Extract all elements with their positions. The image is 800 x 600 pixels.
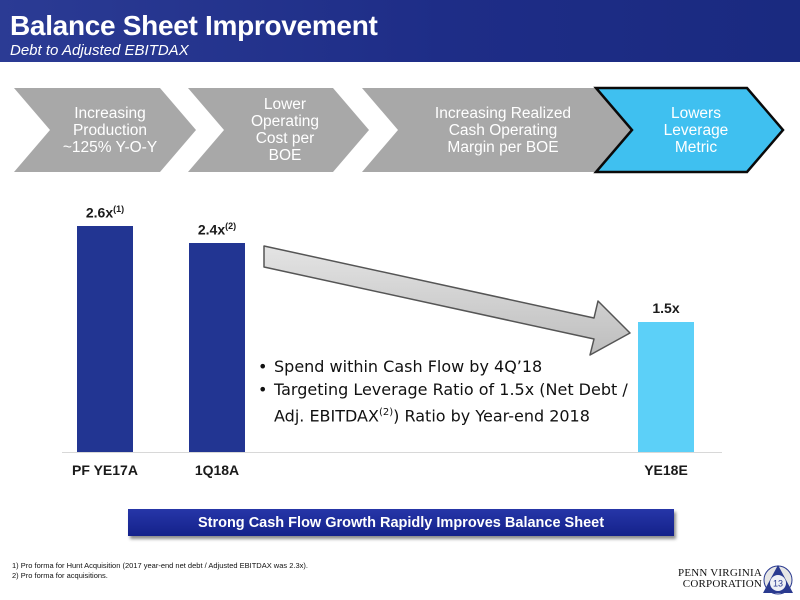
key-points-list: Spend within Cash Flow by 4Q’18 Targetin…: [258, 355, 648, 427]
category-label-ye18e: YE18E: [644, 462, 688, 478]
company-logo-icon: 13: [763, 565, 793, 595]
page-subtitle: Debt to Adjusted EBITDAX: [10, 42, 189, 59]
chevron-4-label: Lowers Leverage Metric: [663, 104, 729, 156]
category-label-pf-ye17a: PF YE17A: [72, 462, 138, 478]
page-title: Balance Sheet Improvement: [10, 10, 378, 41]
chevron-2-label: Lower Operating Cost per BOE: [250, 96, 320, 164]
chevron-2-shape: [188, 88, 369, 172]
process-chevrons: Increasing Production ~125% Y-O-Y Lower …: [0, 86, 800, 174]
bullet-item: Spend within Cash Flow by 4Q’18: [258, 355, 648, 378]
company-logo-text: PENN VIRGINIA CORPORATION: [678, 567, 762, 590]
footnotes: 1) Pro forma for Hunt Acquisition (2017 …: [12, 561, 308, 581]
chevron-shapes: [14, 86, 785, 174]
chevron-4-shape: [593, 86, 785, 174]
title-bar: Balance Sheet Improvement Debt to Adjust…: [0, 0, 800, 62]
bar-value-label-1q18a: 2.4x(2): [197, 221, 237, 238]
bullet-item: Targeting Leverage Ratio of 1.5x (Net De…: [258, 378, 648, 427]
summary-banner: Strong Cash Flow Growth Rapidly Improves…: [128, 509, 674, 536]
chevron-1-shape: [14, 88, 196, 172]
bar-1q18a: [189, 243, 245, 452]
bar-value-label-ye18e: 1.5x: [652, 299, 680, 316]
chevron-1-label: Increasing Production ~125% Y-O-Y: [62, 104, 158, 156]
chevron-3-label: Increasing Realized Cash Operating Margi…: [434, 104, 572, 156]
bar-pf-ye17a: [77, 225, 133, 452]
page-number: 13: [773, 579, 783, 589]
bar-value-label-pf-ye17a: 2.6x(1): [85, 203, 125, 221]
footnote-2: 2) Pro forma for acquisitions.: [12, 571, 108, 580]
chart-baseline: [62, 452, 722, 453]
category-label-1q18a: 1Q18A: [194, 462, 240, 478]
chevron-3-shape: [362, 88, 631, 172]
footnote-1: 1) Pro forma for Hunt Acquisition (2017 …: [12, 561, 308, 570]
